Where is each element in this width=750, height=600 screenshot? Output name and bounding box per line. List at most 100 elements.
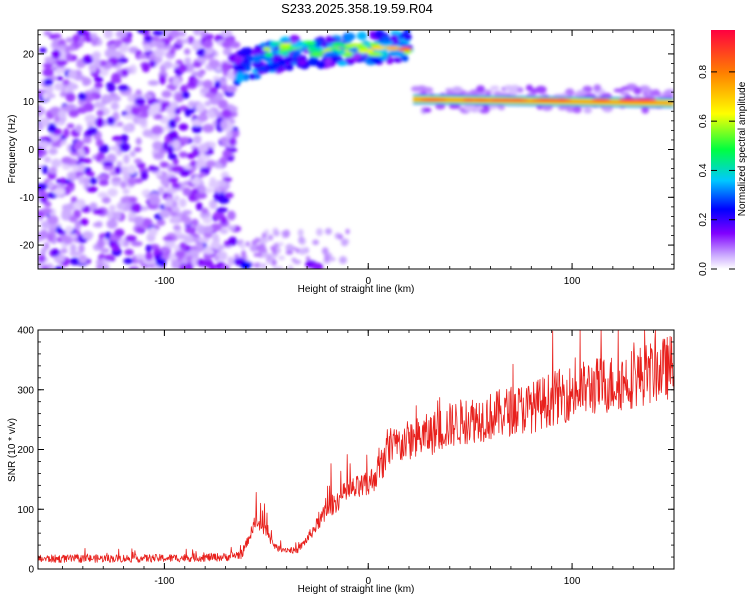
- colorbar-tick-label: 0.8: [698, 64, 709, 78]
- spectral-blob: [85, 171, 95, 177]
- spectral-blob: [65, 52, 73, 62]
- spectral-band-segment: [583, 99, 589, 104]
- spectral-blob: [143, 44, 152, 52]
- spectral-blob: [191, 124, 203, 134]
- spectral-blob: [290, 43, 307, 48]
- spectral-blob: [144, 251, 153, 261]
- spectral-blob: [127, 93, 135, 103]
- spectral-blob: [476, 85, 485, 94]
- spectral-blob: [173, 195, 180, 201]
- spectral-blob: [135, 137, 142, 146]
- spectral-blob: [43, 78, 54, 86]
- spectral-blob: [309, 56, 316, 62]
- spectral-band-segment: [574, 99, 580, 104]
- spectral-blob: [38, 106, 46, 116]
- spectral-blob: [134, 97, 146, 106]
- spectral-blob: [208, 109, 215, 119]
- spectral-blob: [178, 123, 189, 131]
- spectral-blob: [217, 99, 228, 110]
- snr-background: [38, 330, 674, 569]
- spectral-blob: [170, 211, 178, 218]
- spectral-blob: [168, 176, 179, 184]
- spectral-blob: [100, 60, 108, 66]
- spectral-blob: [109, 145, 121, 151]
- spectral-blob: [210, 241, 220, 250]
- snr-y-axis-label: SNR (10 * v/v): [7, 418, 18, 482]
- spectral-band-segment: [650, 100, 656, 105]
- spectral-blob: [102, 161, 114, 167]
- spectral-blob: [43, 201, 52, 208]
- spectral-band-segment: [453, 97, 459, 102]
- spectral-blob: [297, 228, 304, 237]
- spectral-blob: [115, 30, 128, 39]
- spectral-peak: [489, 98, 505, 102]
- spectral-blob: [127, 176, 137, 186]
- spectral-blob: [239, 261, 252, 269]
- spectrogram-marks: [38, 30, 674, 269]
- spectral-blob: [202, 123, 215, 133]
- spectral-blob: [67, 182, 75, 188]
- spectral-blob: [82, 136, 92, 144]
- spectral-blob: [38, 140, 50, 149]
- spectral-blob: [65, 225, 74, 233]
- spectral-blob: [46, 84, 54, 94]
- spectral-blob: [72, 34, 81, 43]
- spectral-blob: [122, 123, 133, 133]
- spectral-band-segment: [579, 99, 584, 104]
- spectral-blob: [127, 164, 137, 175]
- spectral-blob: [38, 190, 48, 199]
- spectral-blob: [261, 232, 267, 239]
- spectral-blob: [381, 36, 392, 43]
- spectral-blob: [255, 244, 265, 252]
- spectral-blob: [142, 258, 155, 266]
- spectral-blob: [39, 136, 52, 143]
- spectral-blob: [38, 183, 48, 191]
- spectral-blob: [107, 211, 114, 220]
- spectral-blob: [57, 44, 67, 51]
- spectral-band-segment: [417, 97, 423, 102]
- spectral-band-segment: [605, 100, 611, 104]
- spectral-blob: [168, 118, 177, 129]
- spectral-blob: [367, 52, 382, 57]
- y-tick-label: 0: [28, 565, 34, 576]
- spectral-blob: [184, 110, 192, 117]
- x-tick-label: 100: [564, 276, 581, 287]
- spectral-blob: [219, 156, 228, 165]
- spectral-blob: [258, 250, 263, 259]
- spectral-band-segment: [565, 99, 571, 104]
- spectral-blob: [60, 177, 67, 186]
- spectral-blob: [141, 218, 153, 227]
- spectral-blob: [65, 92, 76, 103]
- spectral-blob: [130, 106, 141, 116]
- spectral-blob: [220, 120, 228, 130]
- spectral-blob: [90, 33, 98, 40]
- spectral-blob: [54, 68, 63, 75]
- spectral-blob: [98, 144, 110, 154]
- spectral-blob: [248, 73, 256, 80]
- spectral-blob: [401, 55, 409, 62]
- spectral-blob: [111, 176, 122, 182]
- spectral-band-segment: [596, 99, 602, 104]
- spectral-blob: [130, 240, 143, 247]
- spectral-blob: [48, 166, 58, 174]
- spectral-blob: [103, 30, 114, 39]
- spectral-blob: [152, 140, 163, 151]
- spectral-blob: [195, 102, 205, 113]
- spectral-blob: [38, 123, 44, 131]
- spectral-blob: [179, 84, 188, 94]
- spectral-blob: [138, 53, 148, 60]
- spectral-blob: [111, 72, 121, 83]
- spectral-blob: [48, 33, 57, 40]
- spectral-blob: [498, 105, 505, 111]
- spectral-blob: [51, 141, 61, 148]
- spectral-blob: [273, 230, 280, 237]
- spectral-blob: [76, 60, 85, 69]
- spectral-blob: [284, 56, 294, 63]
- spectral-band-segment: [664, 100, 670, 105]
- spectral-blob: [101, 196, 111, 204]
- spectral-blob: [337, 60, 348, 67]
- spectral-blob: [213, 191, 220, 202]
- spectral-blob: [393, 57, 403, 63]
- spectral-blob: [122, 188, 130, 195]
